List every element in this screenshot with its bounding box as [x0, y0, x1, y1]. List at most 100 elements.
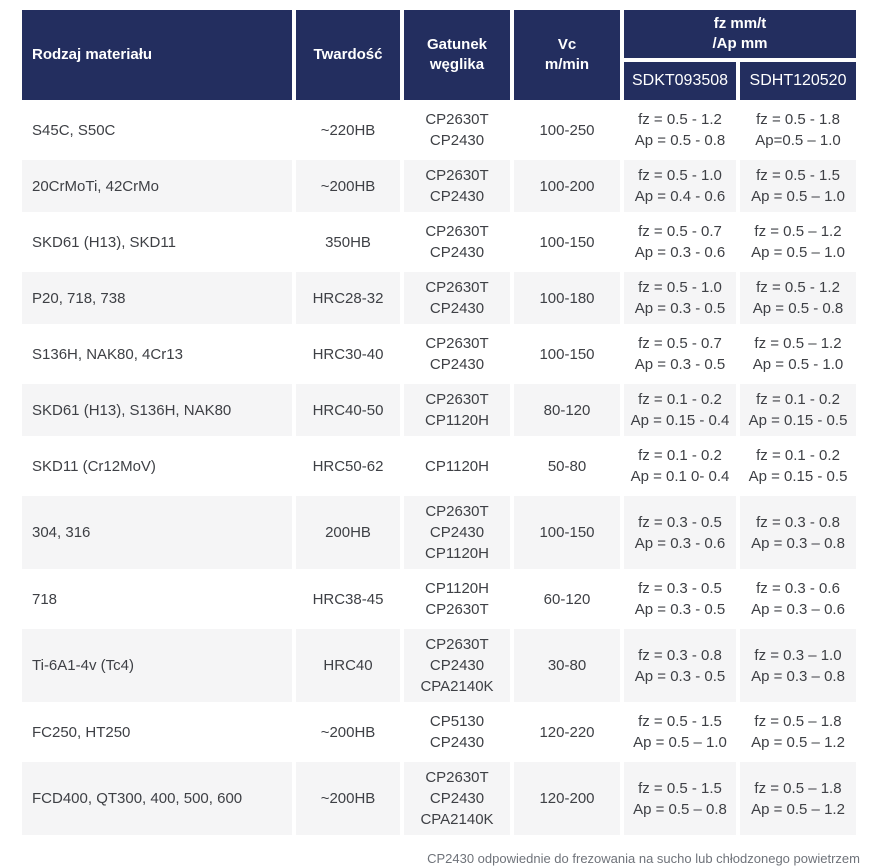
- sdkt-params-cell: fz = 0.1 - 0.2 Ap = 0.1 0- 0.4: [624, 440, 736, 492]
- sdkt-params-cell: fz = 0.5 - 0.7 Ap = 0.3 - 0.5: [624, 328, 736, 380]
- cutting-parameters-page: Rodzaj materiału Twardość Gatunek węglik…: [18, 6, 860, 866]
- vc-cell: 100-150: [514, 328, 620, 380]
- ap-value: Ap = 0.5 - 1.0: [752, 356, 844, 373]
- carbide-cell: CP2630T CP2430: [404, 272, 510, 324]
- table-row: SKD61 (H13), SKD11 350HB CP2630T CP2430 …: [22, 216, 857, 268]
- carbide-cell: CP2630T CP2430: [404, 328, 510, 380]
- sdkt-params-cell: fz = 0.3 - 0.5 Ap = 0.3 - 0.5: [624, 573, 736, 625]
- fz-value: fz = 0.1 - 0.2: [756, 447, 840, 464]
- carbide-cell: CP2630T CP2430: [404, 216, 510, 268]
- vc-cell: 30-80: [514, 629, 620, 702]
- sdkt-params-cell: fz = 0.5 - 1.5 Ap = 0.5 – 1.0: [624, 706, 736, 758]
- fz-value: fz = 0.5 - 1.2: [638, 111, 722, 128]
- carbide-cell: CP1120H CP2630T: [404, 573, 510, 625]
- header-insert-sdht120520: SDHT120520: [740, 62, 857, 100]
- sdht-params-cell: fz = 0.1 - 0.2 Ap = 0.15 - 0.5: [740, 440, 857, 492]
- table-row: Ti-6A1-4v (Tc4) HRC40 CP2630T CP2430 CPA…: [22, 629, 857, 702]
- fz-value: fz = 0.1 - 0.2: [638, 391, 722, 408]
- fz-value: fz = 0.3 - 0.8: [756, 513, 840, 531]
- ap-value: Ap = 0.5 – 1.0: [633, 734, 727, 751]
- material-cell: FC250, HT250: [22, 706, 292, 758]
- ap-value: Ap = 0.5 - 0.8: [634, 132, 726, 149]
- hardness-cell: HRC28-32: [296, 272, 400, 324]
- sdkt-params-cell: fz = 0.5 - 1.2 Ap = 0.5 - 0.8: [624, 104, 736, 156]
- ap-value: Ap=0.5 – 1.0: [755, 132, 841, 149]
- cutting-parameters-table: Rodzaj materiału Twardość Gatunek węglik…: [18, 6, 860, 839]
- carbide-cell: CP2630T CP2430: [404, 104, 510, 156]
- ap-value: Ap = 0.3 - 0.5: [634, 601, 726, 618]
- fz-value: fz = 0.3 - 0.6: [756, 580, 840, 597]
- hardness-cell: ~200HB: [296, 160, 400, 212]
- table-row: 304, 316 200HB CP2630T CP2430 CP1120H 10…: [22, 496, 857, 569]
- material-cell: S45C, S50C: [22, 104, 292, 156]
- fz-value: fz = 0.5 – 1.8: [754, 713, 842, 730]
- hardness-cell: HRC38-45: [296, 573, 400, 625]
- carbide-cell: CP2630T CP2430: [404, 160, 510, 212]
- material-cell: SKD11 (Cr12MoV): [22, 440, 292, 492]
- hardness-cell: ~220HB: [296, 104, 400, 156]
- hardness-cell: HRC30-40: [296, 328, 400, 380]
- header-fz-ap-group: fz mm/t /Ap mm: [624, 10, 857, 58]
- ap-value: Ap = 0.3 - 0.6: [634, 244, 726, 261]
- sdht-params-cell: fz = 0.3 – 1.0 Ap = 0.3 – 0.8: [740, 629, 857, 702]
- sdht-params-cell: fz = 0.3 - 0.8 Ap = 0.3 – 0.8: [740, 496, 857, 569]
- header-hardness: Twardość: [296, 10, 400, 100]
- sdht-params-cell: fz = 0.5 – 1.2 Ap = 0.5 – 1.0: [740, 216, 857, 268]
- fz-value: fz = 0.5 – 1.2: [754, 335, 842, 352]
- table-row: SKD11 (Cr12MoV) HRC50-62 CP1120H 50-80 f…: [22, 440, 857, 492]
- sdht-params-cell: fz = 0.5 – 1.8 Ap = 0.5 – 1.2: [740, 706, 857, 758]
- sdht-params-cell: fz = 0.1 - 0.2 Ap = 0.15 - 0.5: [740, 384, 857, 436]
- ap-value: Ap = 0.3 – 0.8: [751, 667, 845, 685]
- material-cell: Ti-6A1-4v (Tc4): [22, 629, 292, 702]
- ap-value: Ap = 0.3 – 0.8: [751, 534, 845, 552]
- sdkt-params-cell: fz = 0.5 - 0.7 Ap = 0.3 - 0.6: [624, 216, 736, 268]
- ap-value: Ap = 0.4 - 0.6: [634, 188, 726, 205]
- fz-value: fz = 0.5 - 0.7: [638, 223, 722, 240]
- ap-value: Ap = 0.5 – 0.8: [633, 800, 727, 818]
- ap-value: Ap = 0.3 - 0.6: [634, 534, 726, 552]
- carbide-cell: CP2630T CP2430 CPA2140K: [404, 629, 510, 702]
- material-cell: S136H, NAK80, 4Cr13: [22, 328, 292, 380]
- ap-value: Ap = 0.15 - 0.4: [630, 412, 730, 429]
- ap-value: Ap = 0.5 – 1.2: [751, 734, 845, 751]
- material-cell: 718: [22, 573, 292, 625]
- table-body: S45C, S50C ~220HB CP2630T CP2430 100-250…: [22, 104, 857, 835]
- sdkt-params-cell: fz = 0.1 - 0.2 Ap = 0.15 - 0.4: [624, 384, 736, 436]
- vc-cell: 50-80: [514, 440, 620, 492]
- hardness-cell: 350HB: [296, 216, 400, 268]
- header-insert-sdkt093508: SDKT093508: [624, 62, 736, 100]
- table-header: Rodzaj materiału Twardość Gatunek węglik…: [22, 10, 857, 100]
- material-cell: SKD61 (H13), S136H, NAK80: [22, 384, 292, 436]
- table-row: S136H, NAK80, 4Cr13 HRC30-40 CP2630T CP2…: [22, 328, 857, 380]
- ap-value: Ap = 0.15 - 0.5: [748, 412, 848, 429]
- fz-value: fz = 0.1 - 0.2: [638, 447, 722, 464]
- header-row-main: Rodzaj materiału Twardość Gatunek węglik…: [22, 10, 857, 100]
- material-cell: 20CrMoTi, 42CrMo: [22, 160, 292, 212]
- vc-cell: 100-180: [514, 272, 620, 324]
- fz-value: fz = 0.1 - 0.2: [756, 391, 840, 408]
- ap-value: Ap = 0.5 – 1.0: [751, 188, 845, 205]
- table-row: 20CrMoTi, 42CrMo ~200HB CP2630T CP2430 1…: [22, 160, 857, 212]
- vc-cell: 100-250: [514, 104, 620, 156]
- carbide-cell: CP2630T CP2430 CP1120H: [404, 496, 510, 569]
- sdkt-params-cell: fz = 0.5 - 1.0 Ap = 0.3 - 0.5: [624, 272, 736, 324]
- sdkt-params-cell: fz = 0.3 - 0.5 Ap = 0.3 - 0.6: [624, 496, 736, 569]
- sdht-params-cell: fz = 0.5 - 1.2 Ap = 0.5 - 0.8: [740, 272, 857, 324]
- ap-value: Ap = 0.5 – 1.0: [751, 244, 845, 261]
- table-row: FC250, HT250 ~200HB CP5130 CP2430 120-22…: [22, 706, 857, 758]
- ap-value: Ap = 0.3 - 0.5: [634, 356, 726, 373]
- material-cell: SKD61 (H13), SKD11: [22, 216, 292, 268]
- fz-value: fz = 0.5 - 1.0: [638, 279, 722, 296]
- sdht-params-cell: fz = 0.3 - 0.6 Ap = 0.3 – 0.6: [740, 573, 857, 625]
- vc-cell: 100-150: [514, 496, 620, 569]
- ap-value: Ap = 0.15 - 0.5: [748, 468, 848, 485]
- hardness-cell: HRC50-62: [296, 440, 400, 492]
- hardness-cell: HRC40-50: [296, 384, 400, 436]
- ap-value: Ap = 0.3 - 0.5: [634, 300, 726, 317]
- vc-cell: 100-200: [514, 160, 620, 212]
- ap-value: Ap = 0.3 – 0.6: [751, 601, 845, 618]
- fz-value: fz = 0.5 – 1.8: [754, 779, 842, 797]
- vc-cell: 100-150: [514, 216, 620, 268]
- fz-value: fz = 0.3 - 0.5: [638, 580, 722, 597]
- sdkt-params-cell: fz = 0.5 - 1.0 Ap = 0.4 - 0.6: [624, 160, 736, 212]
